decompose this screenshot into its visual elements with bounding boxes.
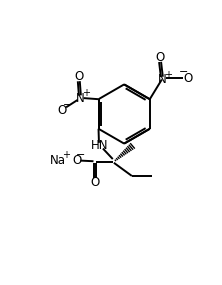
Text: −: −	[178, 67, 188, 77]
Text: O: O	[73, 154, 82, 167]
Text: O: O	[57, 104, 66, 117]
Text: +: +	[82, 88, 90, 98]
Text: −: −	[63, 100, 72, 110]
Text: O: O	[74, 70, 83, 83]
Text: O: O	[184, 72, 193, 85]
Text: HN: HN	[91, 139, 108, 152]
Text: Na: Na	[50, 154, 65, 167]
Text: O: O	[155, 51, 165, 64]
Text: +: +	[62, 150, 70, 160]
Text: N: N	[157, 73, 166, 86]
Text: O: O	[91, 176, 100, 190]
Text: N: N	[75, 91, 84, 105]
Text: +: +	[164, 70, 172, 80]
Text: −: −	[76, 150, 86, 160]
